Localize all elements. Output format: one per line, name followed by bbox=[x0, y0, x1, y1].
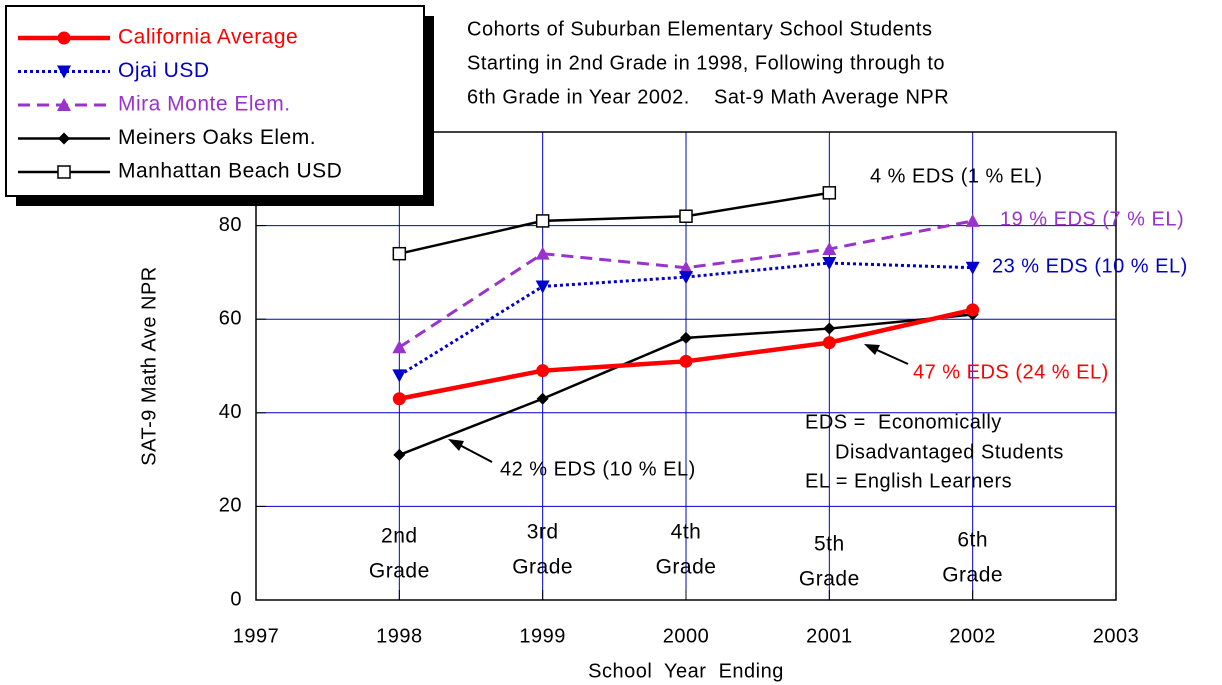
marker bbox=[679, 260, 693, 274]
legend-label: Meiners Oaks Elem. bbox=[118, 126, 316, 149]
marker bbox=[535, 246, 550, 260]
legend-marker bbox=[57, 31, 71, 45]
x-tick-label: 1998 bbox=[376, 625, 423, 647]
grade-label: 2nd bbox=[381, 525, 418, 548]
grade-label: 6th bbox=[957, 529, 988, 552]
y-tick-label: 20 bbox=[219, 495, 242, 517]
grade-label: Grade bbox=[512, 556, 573, 579]
legend-label: Manhattan Beach USD bbox=[118, 160, 342, 183]
x-tick-label: 2003 bbox=[1093, 625, 1140, 647]
grade-label: Grade bbox=[656, 556, 717, 579]
legend-marker bbox=[57, 98, 71, 111]
marker bbox=[392, 392, 406, 406]
x-tick-label: 2001 bbox=[806, 625, 853, 647]
title-line: Cohorts of Suburban Elementary School St… bbox=[467, 18, 932, 40]
x-axis-label: School Year Ending bbox=[588, 660, 784, 682]
marker bbox=[392, 369, 407, 383]
annotation: 42 % EDS (10 % EL) bbox=[500, 458, 696, 480]
title-line: 6th Grade in Year 2002. Sat-9 Math Avera… bbox=[467, 86, 949, 108]
title-line: Starting in 2nd Grade in 1998, Following… bbox=[467, 52, 945, 74]
marker bbox=[392, 340, 407, 354]
y-axis-label: SAT-9 Math Ave NPR bbox=[138, 266, 160, 465]
y-tick-label: 0 bbox=[230, 588, 242, 610]
marker bbox=[965, 213, 980, 227]
x-tick-label: 1999 bbox=[519, 625, 566, 647]
annotation: 19 % EDS (7 % EL) bbox=[1000, 208, 1184, 230]
x-tick-label: 2002 bbox=[949, 625, 996, 647]
x-tick-label: 1997 bbox=[233, 625, 280, 647]
legend-label: Ojai USD bbox=[118, 59, 210, 82]
legend-marker bbox=[57, 165, 71, 179]
marker bbox=[822, 186, 837, 200]
legend-label: Mira Monte Elem. bbox=[118, 93, 291, 116]
plot-frame bbox=[255, 131, 1117, 601]
grade-label: 4th bbox=[671, 521, 702, 544]
annotation: EL = English Learners bbox=[805, 470, 1012, 492]
annotation: Disadvantaged Students bbox=[835, 441, 1064, 463]
annotation: 4 % EDS (1 % EL) bbox=[870, 165, 1043, 187]
marker bbox=[822, 336, 836, 350]
grade-label: 3rd bbox=[527, 521, 559, 544]
marker bbox=[822, 257, 837, 271]
legend-marker bbox=[58, 132, 70, 145]
grade-label: Grade bbox=[369, 560, 430, 583]
grade-label: 5th bbox=[814, 533, 845, 556]
marker bbox=[392, 246, 407, 261]
annotation: 23 % EDS (10 % EL) bbox=[992, 255, 1188, 277]
grade-label: Grade bbox=[942, 564, 1003, 587]
arrows bbox=[448, 344, 909, 463]
marker bbox=[965, 261, 980, 275]
annotation: EDS = Economically bbox=[805, 411, 1002, 433]
grade-label: Grade bbox=[799, 568, 860, 591]
marker bbox=[679, 354, 693, 368]
legend-marker bbox=[57, 65, 71, 79]
y-tick-label: 40 bbox=[219, 401, 242, 423]
marker bbox=[535, 214, 550, 228]
x-tick-label: 2000 bbox=[663, 625, 710, 647]
marker bbox=[822, 242, 837, 255]
marker bbox=[536, 364, 550, 378]
marker bbox=[823, 322, 836, 335]
marker bbox=[679, 271, 693, 285]
marker bbox=[536, 392, 549, 405]
y-tick-label: 80 bbox=[219, 214, 242, 236]
y-tick-label: 60 bbox=[219, 307, 242, 329]
marker bbox=[535, 280, 550, 294]
annotation: 47 % EDS (24 % EL) bbox=[913, 361, 1109, 383]
marker bbox=[680, 331, 692, 344]
series-line bbox=[399, 191, 830, 255]
marker bbox=[966, 303, 980, 317]
marker bbox=[679, 209, 693, 223]
legend-label: California Average bbox=[118, 26, 298, 49]
legend: California Average Ojai USD Mira Monte Ele… bbox=[5, 5, 434, 206]
marker bbox=[393, 448, 406, 461]
